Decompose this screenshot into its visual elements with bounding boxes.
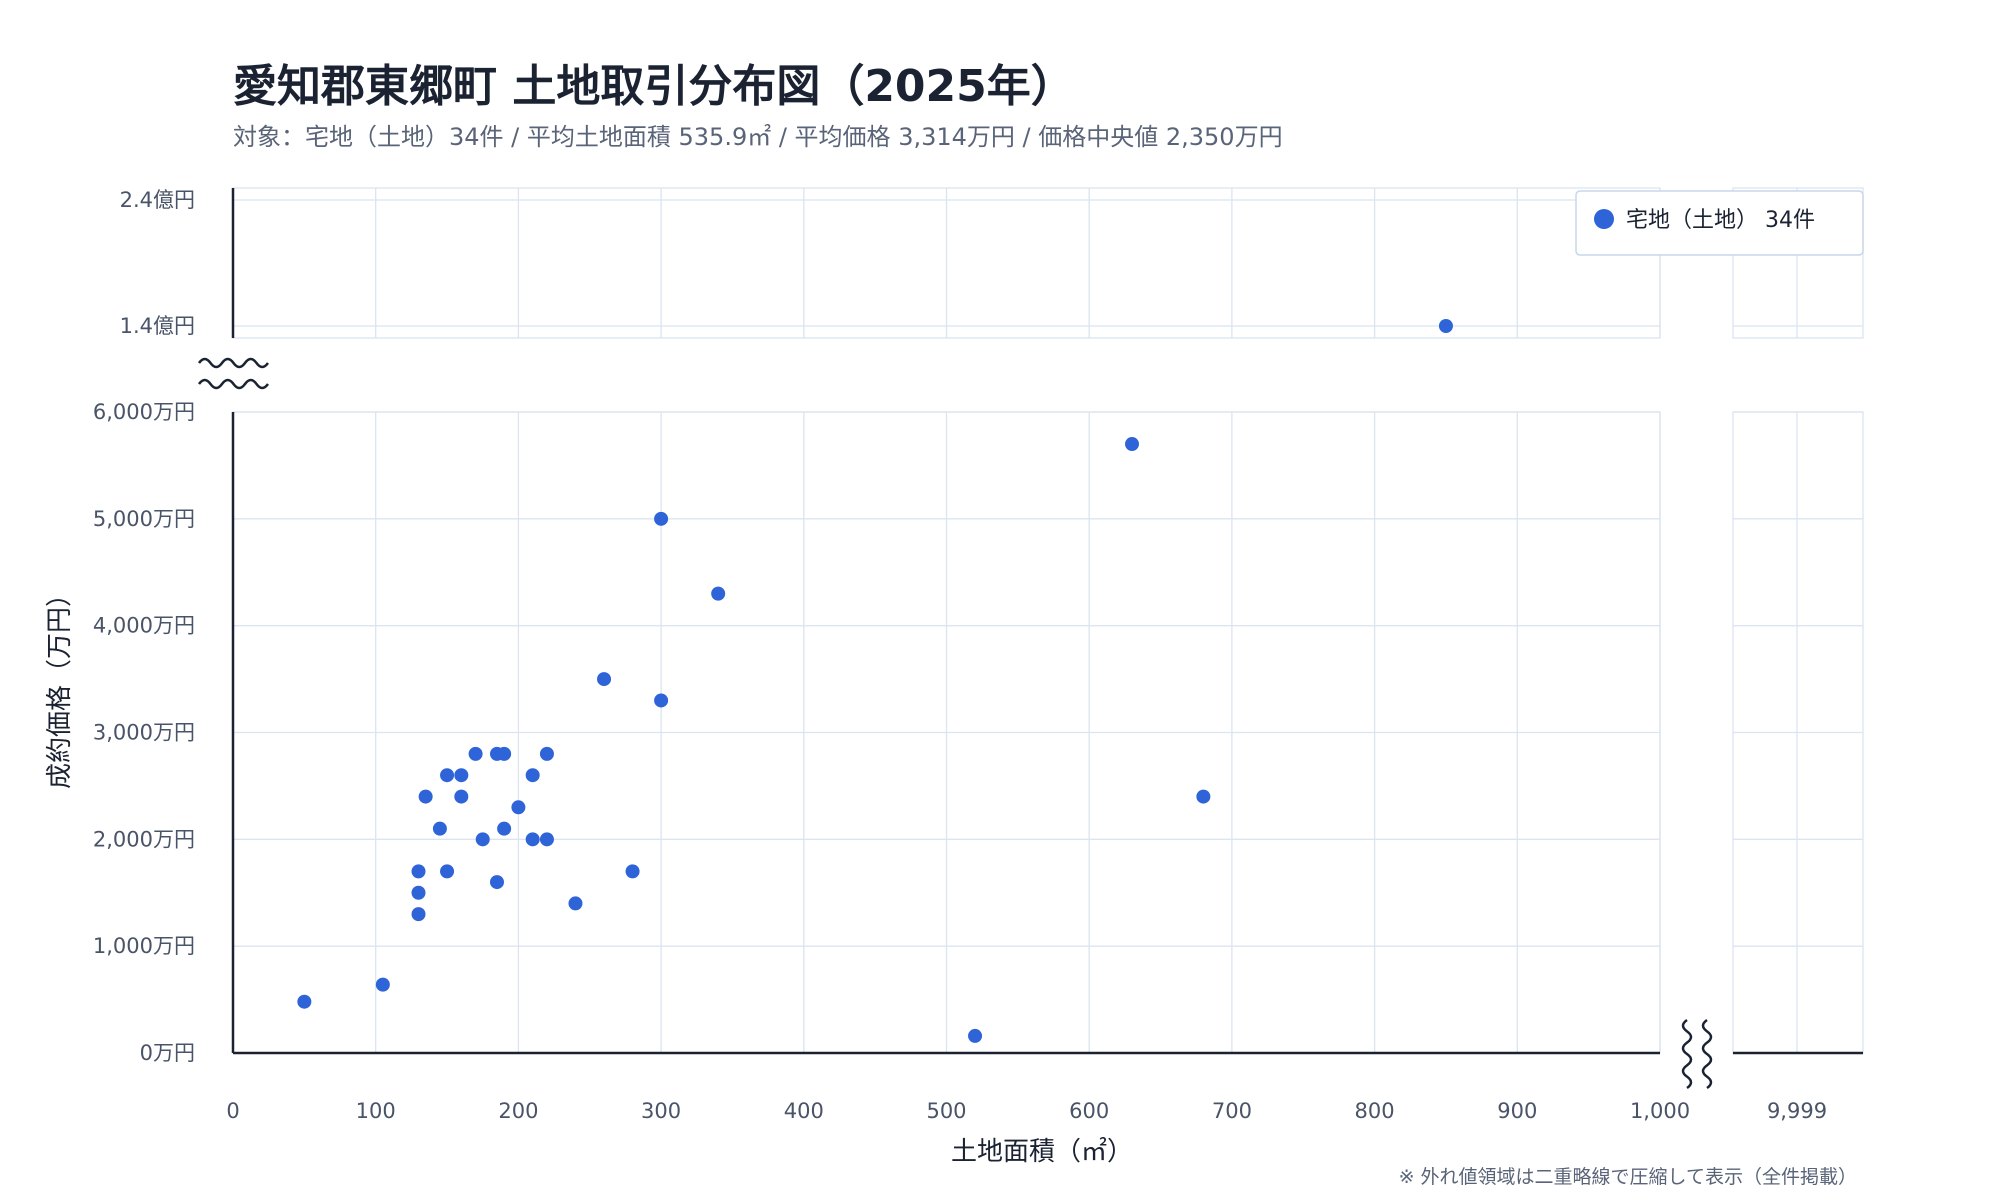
y-tick-label: 1.4億円	[120, 314, 195, 338]
data-point	[432, 821, 447, 836]
data-point	[654, 693, 669, 708]
legend: 宅地（土地） 34件	[1575, 190, 1864, 256]
data-point	[597, 672, 612, 687]
data-point	[375, 977, 390, 992]
data-point	[411, 885, 426, 900]
data-point	[525, 768, 540, 783]
legend-marker	[1594, 209, 1614, 229]
data-point-layer	[297, 193, 1804, 1043]
data-point	[440, 768, 455, 783]
footnote: ※ 外れ値領域は二重略線で圧縮して表示（全件掲載）	[1399, 1166, 1857, 1188]
data-point	[497, 821, 512, 836]
axis-break-layer	[197, 357, 1713, 1090]
x-tick-label: 0	[226, 1099, 239, 1123]
x-tick-label: 800	[1355, 1099, 1395, 1123]
data-point	[454, 789, 469, 804]
x-axis-break-mark	[1681, 1018, 1693, 1090]
data-point	[489, 875, 504, 890]
data-point	[539, 746, 554, 761]
data-point	[411, 907, 426, 922]
x-tick-label: 900	[1497, 1099, 1537, 1123]
chart-title: 愛知郡東郷町 土地取引分布図（2025年）	[233, 61, 1075, 112]
y-axis-break-mark	[197, 378, 270, 390]
data-point	[511, 800, 526, 815]
x-tick-label: 1,000	[1630, 1099, 1690, 1123]
legend-box	[1575, 190, 1864, 256]
data-point	[711, 586, 726, 601]
data-point	[1196, 789, 1211, 804]
x-tick-label: 600	[1069, 1099, 1109, 1123]
y-tick-label: 4,000万円	[93, 614, 195, 638]
x-axis-break-mark	[1701, 1018, 1713, 1090]
data-point	[475, 832, 490, 847]
x-tick-label: 200	[498, 1099, 538, 1123]
y-tick-label: 1,000万円	[93, 934, 195, 958]
x-tick-label: 700	[1212, 1099, 1252, 1123]
y-tick-label: 5,000万円	[93, 507, 195, 531]
data-point	[525, 832, 540, 847]
y-tick-label: 2.4億円	[120, 188, 195, 212]
chart-subtitle: 対象：宅地（土地）34件 / 平均土地面積 535.9㎡ / 平均価格 3,31…	[233, 123, 1283, 151]
legend-label: 宅地（土地） 34件	[1626, 208, 1815, 233]
data-point	[1125, 437, 1140, 452]
y-tick-label: 6,000万円	[93, 400, 195, 424]
x-axis-title: 土地面積（㎡）	[951, 1137, 1133, 1167]
x-tick-label: 400	[784, 1099, 824, 1123]
grid-layer	[232, 187, 1864, 1054]
axis-layer	[231, 188, 1863, 1055]
data-point	[440, 864, 455, 879]
x-tick-label: 100	[356, 1099, 396, 1123]
x-tick-label: 500	[926, 1099, 966, 1123]
data-point	[497, 746, 512, 761]
data-point	[297, 994, 312, 1009]
y-axis-title: 成約価格（万円）	[45, 581, 75, 789]
data-point	[539, 832, 554, 847]
data-point	[468, 746, 483, 761]
data-point	[454, 768, 469, 783]
data-point	[625, 864, 640, 879]
data-point	[654, 511, 669, 526]
data-point	[418, 789, 433, 804]
y-tick-label: 0万円	[140, 1041, 195, 1065]
y-tick-label: 2,000万円	[93, 827, 195, 851]
tick-label-layer: 0 100 200 300 400 500 600 700 800 900 1,000 9,999 0万…	[93, 188, 1827, 1123]
x-tick-label: 300	[641, 1099, 681, 1123]
data-point	[1438, 319, 1453, 333]
y-tick-label: 3,000万円	[93, 721, 195, 745]
data-point	[568, 896, 583, 911]
x-tick-label: 9,999	[1767, 1099, 1827, 1123]
data-point	[411, 864, 426, 879]
data-point	[968, 1028, 983, 1043]
y-axis-break-mark	[197, 357, 270, 369]
plot-panel-frame	[1732, 187, 1864, 339]
